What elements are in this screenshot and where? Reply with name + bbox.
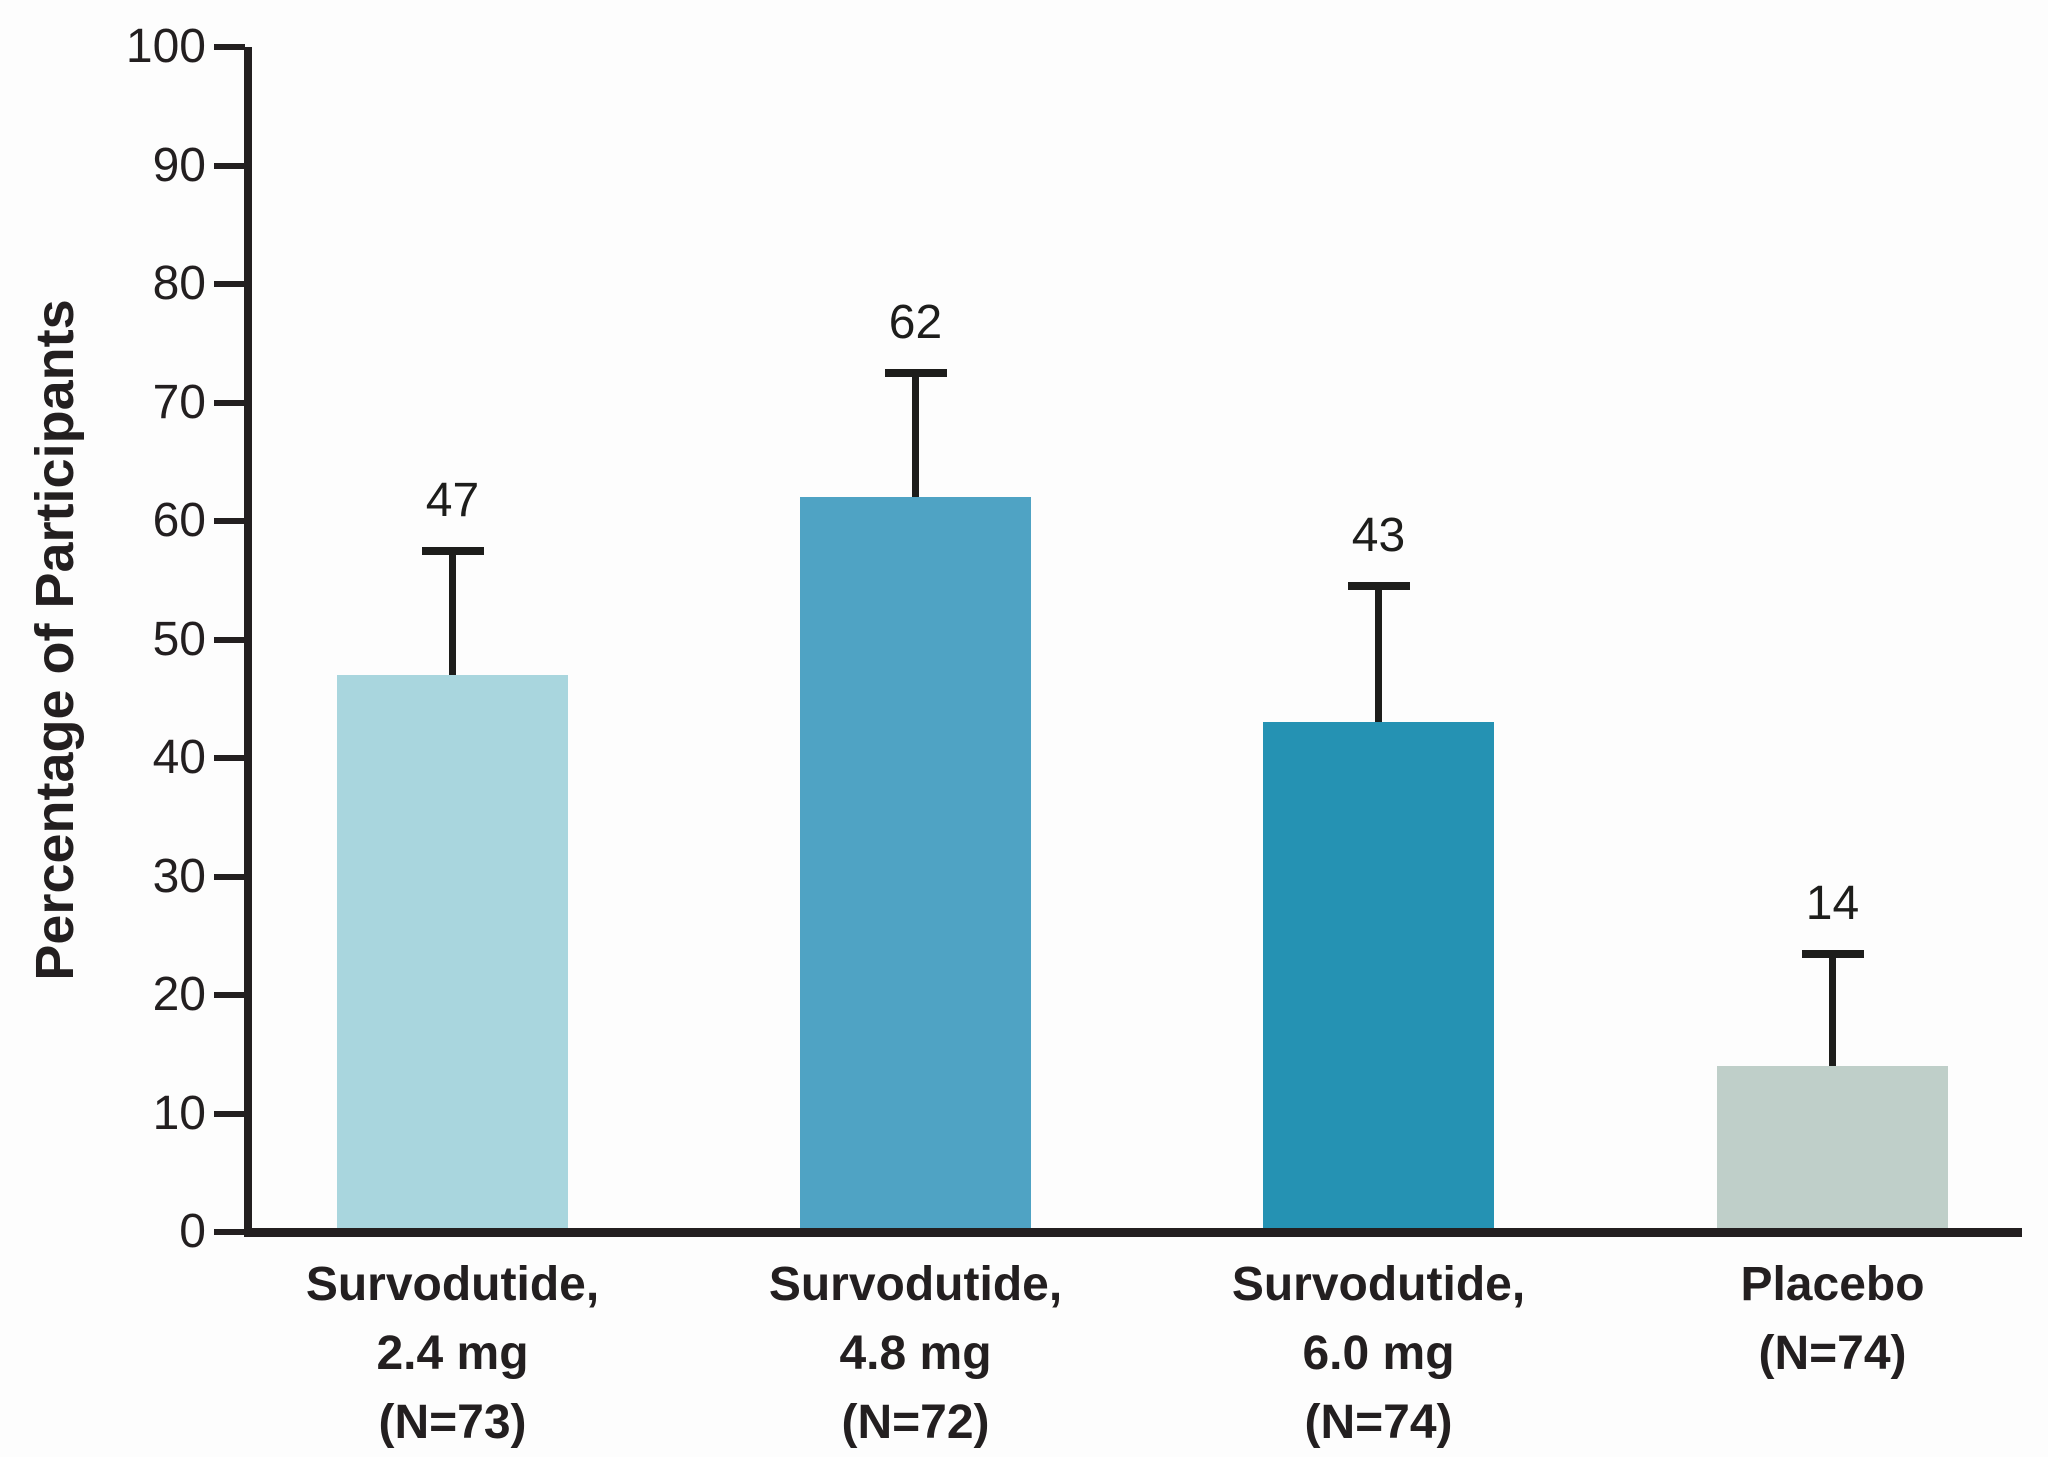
- category-label-line: (N=73): [378, 1396, 527, 1449]
- y-tick-80: [214, 281, 245, 287]
- error-bar-line-3: [1375, 586, 1382, 723]
- category-label-line: Placebo: [1740, 1258, 1925, 1311]
- error-bar-cap-3: [1347, 582, 1410, 591]
- error-bar-line-4: [1829, 953, 1836, 1067]
- error-bar-cap-2: [884, 368, 947, 377]
- y-axis-line: [244, 47, 252, 1237]
- y-tick-label-90: 90: [152, 138, 206, 192]
- value-label-2: 62: [888, 295, 943, 349]
- y-tick-label-60: 60: [152, 494, 206, 547]
- y-tick-90: [214, 162, 245, 169]
- category-label-line: Survodutide,: [768, 1258, 1063, 1311]
- category-label-line: 4.8 mg: [839, 1327, 992, 1380]
- error-bar-line-2: [912, 372, 919, 498]
- category-label-1: Survodutide, 2.4 mg (N=73): [213, 1250, 693, 1457]
- y-tick-label-0: 0: [179, 1205, 206, 1258]
- y-tick-60: [214, 518, 245, 524]
- y-tick-10: [214, 1110, 245, 1117]
- category-label-line: (N=74): [1304, 1396, 1453, 1449]
- value-label-3: 43: [1351, 509, 1406, 563]
- category-label-2: Survodutide, 4.8 mg (N=72): [676, 1250, 1156, 1457]
- value-label-4: 14: [1805, 876, 1860, 930]
- y-tick-label-80: 80: [152, 257, 206, 310]
- error-bar-cap-1: [421, 546, 484, 555]
- category-label-3: Survodutide, 6.0 mg (N=74): [1139, 1250, 1619, 1457]
- y-tick-label-70: 70: [152, 375, 206, 429]
- y-tick-label-10: 10: [152, 1086, 206, 1140]
- y-tick-label-20: 20: [152, 968, 206, 1021]
- category-label-line: 2.4 mg: [376, 1327, 529, 1380]
- category-label-4: Placebo (N=74): [1593, 1250, 2048, 1388]
- category-label-line: (N=74): [1758, 1327, 1907, 1380]
- y-tick-label-50: 50: [152, 612, 206, 666]
- category-label-line: Survodutide,: [1231, 1258, 1526, 1311]
- bar-4: [1717, 1066, 1948, 1232]
- error-bar-cap-4: [1801, 949, 1864, 958]
- y-tick-0: [214, 1229, 245, 1235]
- y-tick-20: [214, 992, 245, 998]
- y-tick-70: [214, 399, 245, 406]
- y-tick-40: [214, 755, 245, 761]
- y-tick-30: [214, 873, 245, 880]
- y-tick-100: [214, 44, 245, 50]
- bar-3: [1263, 722, 1494, 1232]
- y-tick-label-40: 40: [152, 731, 206, 784]
- value-label-1: 47: [425, 473, 480, 527]
- x-axis-line: [244, 1228, 2022, 1237]
- y-tick-label-100: 100: [125, 20, 206, 73]
- bar-2: [800, 497, 1031, 1232]
- y-tick-50: [214, 636, 245, 643]
- category-label-line: Survodutide,: [305, 1258, 600, 1311]
- category-label-line: (N=72): [841, 1396, 990, 1449]
- bar-1: [337, 675, 568, 1232]
- y-tick-label-30: 30: [152, 849, 206, 903]
- error-bar-line-1: [449, 550, 456, 676]
- category-label-line: 6.0 mg: [1302, 1327, 1455, 1380]
